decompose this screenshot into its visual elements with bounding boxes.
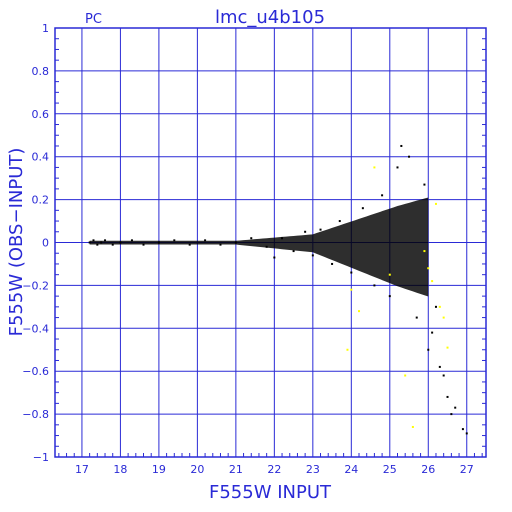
x-tick-labels: 17 18 19 20 21 22 23 24 25 26 27 <box>75 463 474 476</box>
highlight-point <box>438 305 441 308</box>
x-tick-label: 24 <box>344 463 358 476</box>
y-tick-label: 0.8 <box>32 65 50 78</box>
highlight-point <box>434 202 437 205</box>
highlight-point <box>358 310 361 313</box>
y-tick-labels: 1 0.8 0.6 0.4 0.2 0 −0.2 −0.4 −0.6 −0.8 −1 <box>22 22 49 464</box>
highlight-point <box>427 267 430 270</box>
x-tick-label: 20 <box>190 463 204 476</box>
highlight-point <box>388 273 391 276</box>
x-tick-label: 19 <box>152 463 166 476</box>
highlight-point <box>346 348 349 351</box>
data-point <box>446 395 449 398</box>
x-tick-label: 21 <box>229 463 243 476</box>
x-tick-label: 18 <box>113 463 127 476</box>
data-point <box>96 243 99 246</box>
data-point <box>461 428 464 431</box>
y-tick-label: −1 <box>33 451 49 464</box>
highlight-point <box>404 374 407 377</box>
x-tick-label: 22 <box>267 463 281 476</box>
highlight-point <box>442 316 445 319</box>
data-point <box>427 348 430 351</box>
x-axis-label: F555W INPUT <box>209 482 332 503</box>
y-tick-label: −0.6 <box>22 365 49 378</box>
data-point <box>292 250 295 253</box>
data-point <box>311 254 314 257</box>
y-tick-label: −0.2 <box>22 279 49 292</box>
data-point <box>388 295 391 298</box>
data-point <box>408 155 411 158</box>
data-point <box>204 239 207 242</box>
data-point <box>442 374 445 377</box>
data-point <box>100 241 103 244</box>
data-point <box>454 406 457 409</box>
data-point <box>423 183 426 186</box>
y-tick-label: 0.2 <box>32 194 50 207</box>
y-axis-label: F555W (OBS−INPUT) <box>6 148 27 337</box>
data-point <box>281 237 284 240</box>
highlight-point <box>373 166 376 169</box>
highlight-point <box>423 250 426 253</box>
data-points <box>88 144 468 435</box>
x-tick-label: 25 <box>383 463 397 476</box>
density-envelope <box>89 197 429 297</box>
data-point <box>234 241 237 244</box>
data-point <box>142 243 145 246</box>
data-point <box>396 166 399 169</box>
data-point <box>319 228 322 231</box>
highlight-point <box>446 346 449 349</box>
data-point <box>111 243 114 246</box>
data-point <box>304 230 307 233</box>
data-point <box>273 256 276 259</box>
data-point <box>381 194 384 197</box>
x-tick-label: 17 <box>75 463 89 476</box>
data-point <box>450 413 453 416</box>
y-tick-label: −0.8 <box>22 408 49 421</box>
y-tick-label: 0.4 <box>32 151 50 164</box>
y-tick-label: −0.4 <box>22 322 49 335</box>
data-point <box>265 245 268 248</box>
x-tick-label: 23 <box>306 463 320 476</box>
highlight-point <box>431 280 434 283</box>
x-tick-label: 26 <box>421 463 435 476</box>
data-point <box>173 239 176 242</box>
y-tick-label: 1 <box>42 22 49 35</box>
data-point <box>338 220 341 223</box>
plot-frame <box>54 27 487 458</box>
data-point <box>250 237 253 240</box>
data-point <box>373 284 376 287</box>
density-band <box>89 197 429 297</box>
data-point <box>219 243 222 246</box>
data-point <box>188 243 191 246</box>
data-point <box>331 262 334 265</box>
data-point <box>415 316 418 319</box>
data-point <box>361 207 364 210</box>
data-point <box>104 239 107 242</box>
data-point <box>119 241 122 244</box>
corner-label: PC <box>85 12 102 27</box>
data-point <box>130 239 133 242</box>
data-point <box>465 432 468 435</box>
x-tick-label: 27 <box>460 463 474 476</box>
y-tick-label: 0 <box>42 237 49 250</box>
data-point <box>438 365 441 368</box>
data-point <box>157 241 160 244</box>
data-point <box>92 239 95 242</box>
highlight-point <box>350 288 353 291</box>
data-point <box>431 331 434 334</box>
highlight-point <box>411 425 414 428</box>
data-point <box>400 144 403 147</box>
y-tick-label: 0.6 <box>32 108 50 121</box>
data-point <box>88 241 91 244</box>
data-point <box>350 271 353 274</box>
data-point <box>434 305 437 308</box>
chart-title: lmc_u4b105 <box>215 7 325 28</box>
